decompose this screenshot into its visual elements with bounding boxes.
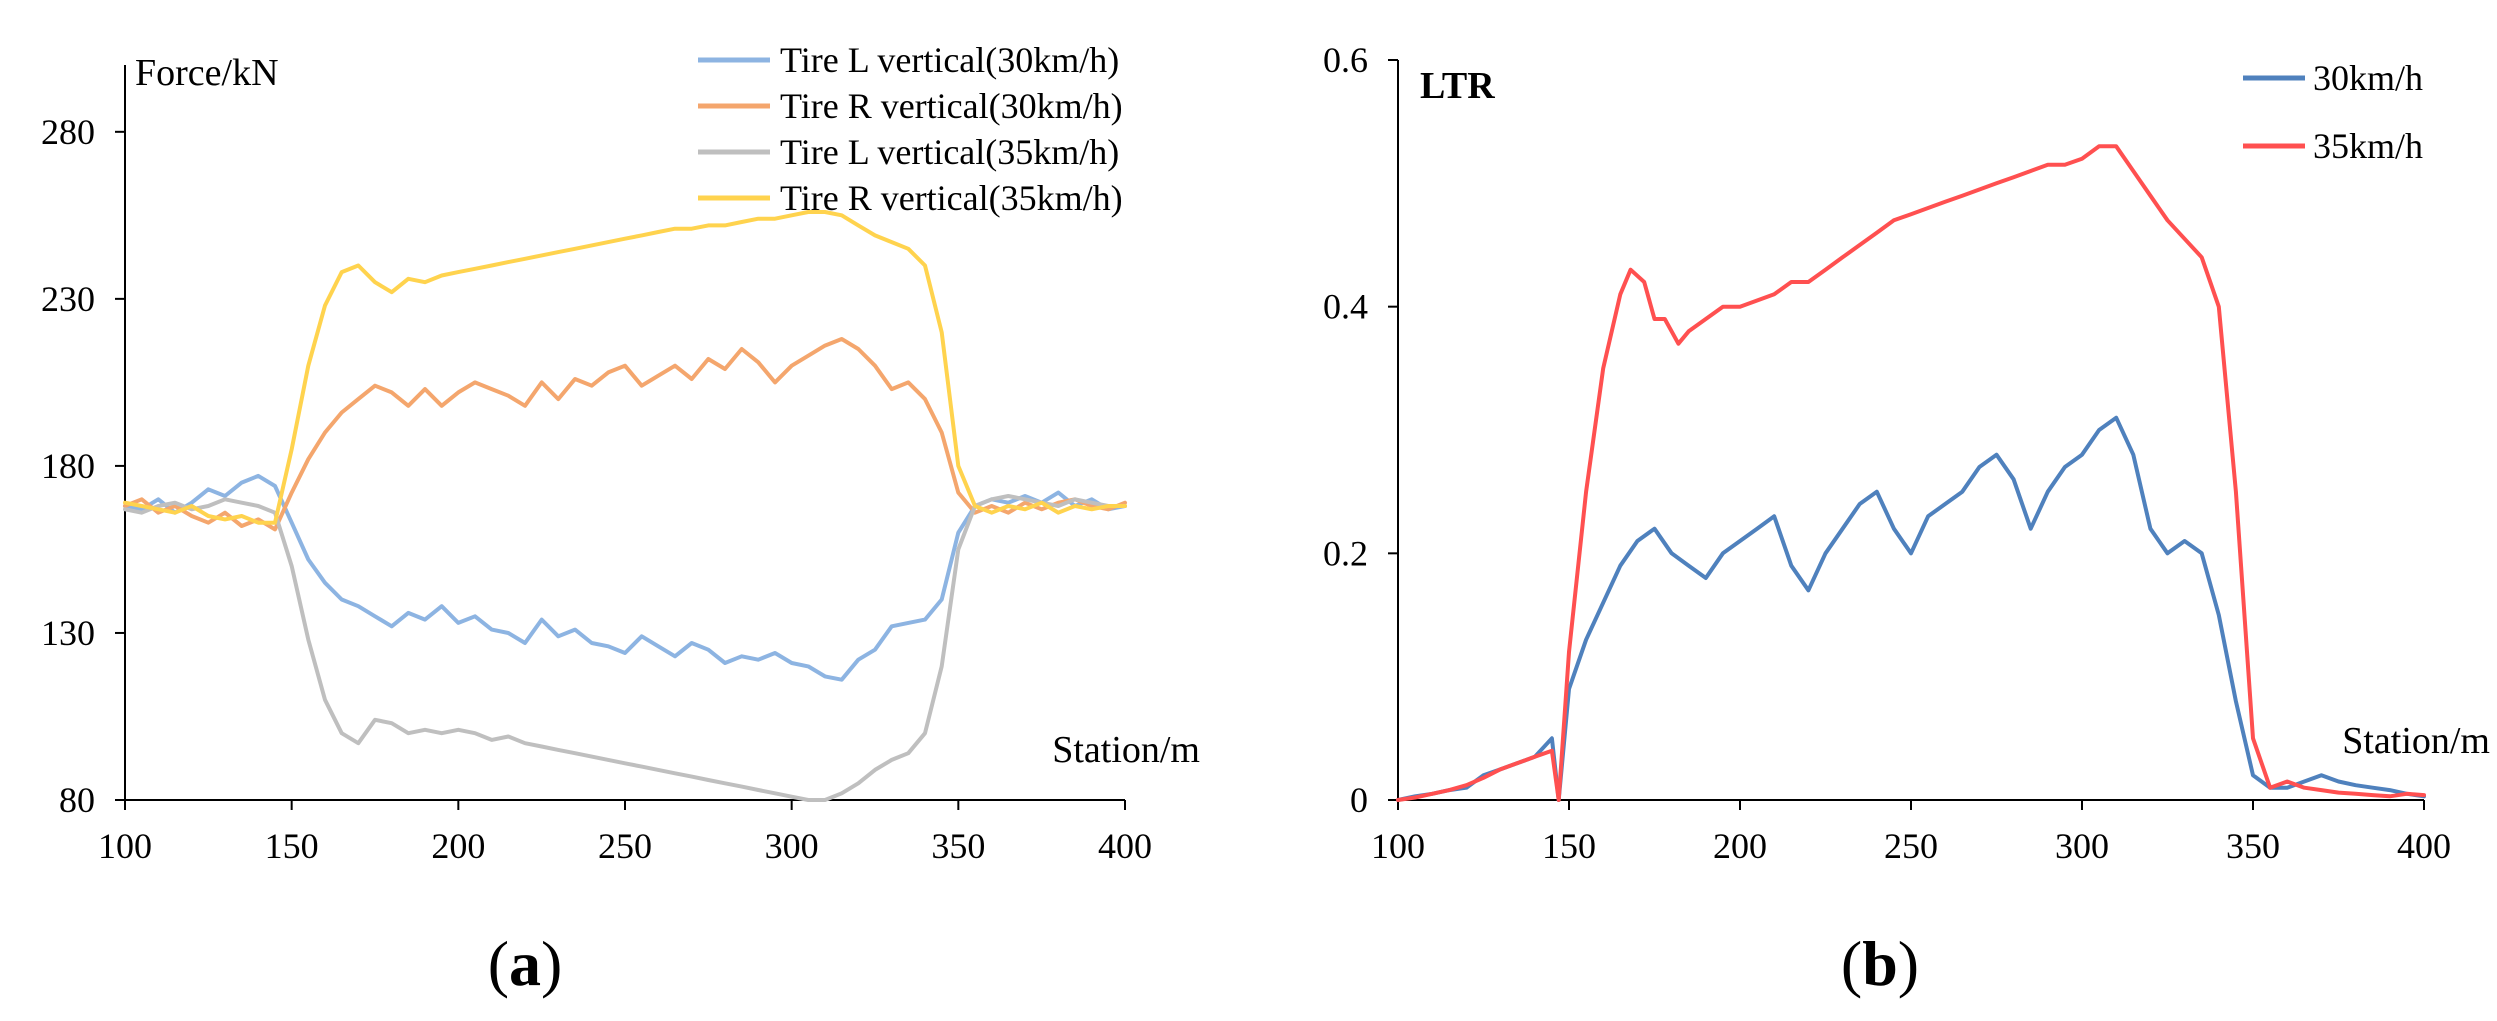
series-line [1396, 415, 2426, 802]
x-tick-label: 400 [2397, 826, 2451, 866]
y-tick-label: 0.2 [1323, 533, 1368, 573]
x-tick-label: 250 [598, 826, 652, 866]
x-tick-label: 100 [1371, 826, 1425, 866]
series-line [123, 473, 1127, 682]
y-tick-label: 180 [41, 446, 95, 486]
legend-label: Tire L vertical(30km/h) [780, 40, 1119, 80]
svg-text:(a): (a) [488, 928, 563, 999]
series-line [1396, 144, 2426, 802]
x-axis-title: Station/m [2342, 720, 2490, 762]
legend-label: 35km/h [2313, 126, 2423, 166]
legend-label: Tire R vertical(35km/h) [780, 178, 1123, 218]
x-tick-label: 350 [2226, 826, 2280, 866]
chart-b: 100 150 200 250 300 350 400 0 0.2 0.4 0.6 Station/m… [1323, 40, 2490, 866]
x-tick-label: 350 [931, 826, 985, 866]
chart-a: 100 150 200 250 300 350 400 80 130 180 230 280 Stati… [41, 40, 1200, 866]
panel-label-b: (b) [1841, 928, 1919, 999]
y-tick-label: 0.4 [1323, 287, 1368, 327]
legend-label: Tire R vertical(30km/h) [780, 86, 1123, 126]
series-line [123, 210, 1127, 525]
legend-label: 30km/h [2313, 58, 2423, 98]
series-line [123, 494, 1127, 802]
y-tick-label: 280 [41, 112, 95, 152]
legend-label: Tire L vertical(35km/h) [780, 132, 1119, 172]
y-tick-label: 0 [1350, 780, 1368, 820]
x-tick-label: 200 [1713, 826, 1767, 866]
x-tick-label: 400 [1098, 826, 1152, 866]
x-tick-label: 150 [265, 826, 319, 866]
y-tick-label: 130 [41, 613, 95, 653]
x-tick-label: 150 [1542, 826, 1596, 866]
svg-text:(b): (b) [1841, 928, 1919, 999]
y-axis-title: Force/kN [135, 52, 279, 94]
x-tick-label: 200 [431, 826, 485, 866]
x-tick-label: 300 [765, 826, 819, 866]
y-axis-title: LTR [1420, 65, 1495, 107]
x-tick-label: 300 [2055, 826, 2109, 866]
x-tick-label: 250 [1884, 826, 1938, 866]
panel-label-a: (a) [488, 928, 563, 999]
y-tick-label: 0.6 [1323, 40, 1368, 80]
series-line [123, 337, 1127, 532]
x-tick-label: 100 [98, 826, 152, 866]
x-axis-title: Station/m [1052, 729, 1200, 771]
y-tick-label: 230 [41, 279, 95, 319]
y-tick-label: 80 [59, 780, 95, 820]
